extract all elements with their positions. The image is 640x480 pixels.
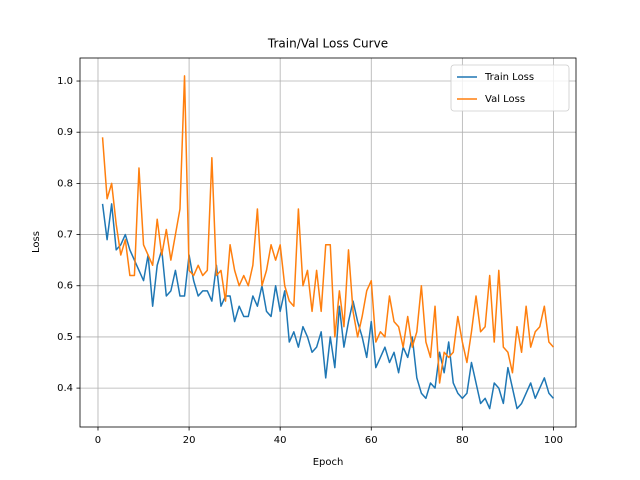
x-tick-label: 0 <box>95 435 101 446</box>
y-axis-label: Loss <box>31 231 42 253</box>
x-tick-label: 80 <box>456 435 469 446</box>
y-tick-label: 0.4 <box>57 383 73 394</box>
x-tick-label: 60 <box>365 435 378 446</box>
x-tick-label: 20 <box>183 435 196 446</box>
y-tick-label: 0.9 <box>57 127 73 138</box>
line-series <box>101 75 555 384</box>
plot-frame <box>79 57 577 428</box>
y-tick-label: 0.5 <box>57 332 73 343</box>
chart-title: Train/Val Loss Curve <box>267 37 388 51</box>
y-tick-label: 0.7 <box>57 230 73 241</box>
y-tick-label: 0.6 <box>57 281 73 292</box>
legend-box <box>450 64 570 112</box>
x-tick-label: 100 <box>544 435 563 446</box>
y-tick-label: 1.0 <box>57 76 73 87</box>
y-tick-label: 0.8 <box>57 178 73 189</box>
x-tick-label: 40 <box>274 435 287 446</box>
legend-label: Train Loss <box>484 72 534 83</box>
x-axis-label: Epoch <box>313 457 344 468</box>
line-series <box>101 203 555 410</box>
legend-label: Val Loss <box>485 94 525 105</box>
